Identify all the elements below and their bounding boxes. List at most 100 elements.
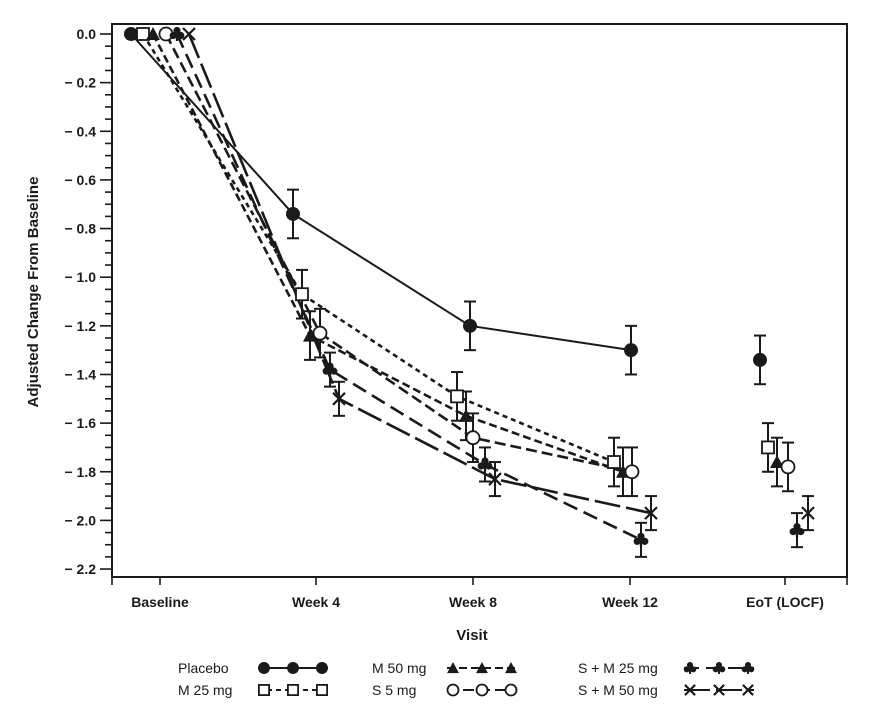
x-stroke [488, 472, 502, 486]
x-stroke [742, 684, 754, 696]
y-tick-label: 0.0 [77, 26, 97, 42]
open-square-marker [761, 440, 775, 455]
x-stroke [801, 506, 815, 520]
data-point-m-50-mg [146, 27, 160, 40]
club-lobe [793, 523, 801, 531]
y-tick-label: − 0.8 [64, 221, 96, 237]
series-line-m-50-mg [151, 33, 624, 473]
open-circle-marker [312, 325, 328, 341]
legend-marker [504, 683, 518, 697]
filled-circle-marker [124, 27, 138, 41]
club-stem [328, 369, 332, 377]
open-circle-marker [465, 430, 481, 446]
plot-frame [111, 23, 848, 578]
club-lobe [633, 537, 641, 545]
y-tick-label: − 1.8 [64, 464, 96, 480]
y-tick-label: − 1.2 [64, 318, 96, 334]
legend-item-s-m-25-mg: S + M 25 mg [578, 660, 755, 676]
x-tick-label: EoT (LOCF) [746, 594, 824, 610]
series-line-s-m-50-mg [187, 33, 652, 515]
filled-triangle-marker [146, 27, 160, 40]
club-stem [746, 668, 750, 674]
x-tick-label: Baseline [131, 594, 189, 610]
club-lobe [330, 367, 338, 375]
legend-marker [476, 662, 488, 674]
y-axis-title: Adjusted Change From Baseline [25, 177, 42, 408]
club-lobe [322, 367, 330, 375]
y-tick-label: − 0.2 [64, 75, 96, 91]
club-lobe [744, 661, 752, 669]
club-stem [795, 530, 799, 538]
club-lobe [789, 528, 797, 536]
filled-triangle-marker [447, 662, 459, 674]
club-lobe [641, 537, 649, 545]
club-lobe [797, 528, 805, 536]
club-lobe [690, 666, 697, 673]
data-point-placebo [753, 352, 767, 367]
open-circle-marker [446, 683, 460, 697]
x-stroke [684, 684, 696, 696]
legend-label: M 50 mg [372, 660, 426, 676]
filled-circle-marker [753, 352, 767, 367]
data-point-s-m-25-mg [322, 362, 338, 377]
plot-border [111, 23, 848, 578]
series-line-placebo [130, 33, 632, 352]
y-tick-label: − 1.0 [64, 269, 96, 285]
filled-triangle-marker [476, 662, 488, 674]
series-line-s-5-mg [164, 33, 633, 474]
data-point-m-50-mg [303, 328, 317, 342]
legend-label: S + M 50 mg [578, 682, 658, 698]
legend-marker [684, 684, 696, 696]
series-line-m-25-mg [141, 33, 615, 464]
x-stroke [644, 506, 658, 520]
y-tick-label: − 2.2 [64, 561, 96, 577]
legend-item-s-m-50-mg: S + M 50 mg [578, 682, 754, 698]
series-lines [130, 33, 652, 542]
series-markers [124, 26, 815, 547]
series-line-s-m-25-mg [175, 33, 642, 542]
x-tick-label: Week 4 [292, 594, 340, 610]
filled-triangle-marker [303, 328, 317, 342]
club-lobe [485, 462, 493, 470]
x-stroke [332, 392, 346, 406]
club-lobe [637, 532, 645, 540]
data-point-placebo [463, 318, 477, 333]
x-stroke [182, 27, 196, 41]
club-stem [688, 668, 692, 674]
data-point-m-25-mg [761, 440, 775, 455]
y-axis: 0.0 − 0.2 − 0.4 − 0.6 − 0.8 − 1.0 − 1.2 − 1.4 − … [64, 26, 112, 577]
data-point-s-m-25-mg [169, 26, 185, 41]
legend-item-m-25-mg: M 25 mg [178, 682, 328, 698]
legend-label: Placebo [178, 660, 229, 676]
x-axis-title: Visit [456, 627, 487, 644]
legend-marker [258, 662, 270, 674]
open-square-marker [450, 389, 464, 404]
filled-triangle-marker [459, 408, 473, 422]
data-point-s-m-50-mg [801, 506, 815, 520]
club-lobe [326, 362, 334, 370]
y-tick-label: − 1.4 [64, 366, 96, 382]
club-stem [717, 668, 721, 674]
data-point-placebo [286, 206, 300, 221]
legend-label: S 5 mg [372, 682, 416, 698]
filled-triangle-marker [505, 662, 517, 674]
data-point-m-25-mg [450, 389, 464, 404]
legend-marker [447, 662, 459, 674]
data-point-s-5-mg [780, 459, 796, 475]
legend-marker [446, 683, 460, 697]
y-tick-label: − 2.0 [64, 512, 96, 528]
y-tick-label: − 1.6 [64, 415, 96, 431]
club-lobe [481, 457, 489, 465]
data-point-s-m-25-mg [633, 532, 649, 547]
club-lobe [177, 31, 185, 40]
legend-item-placebo: Placebo [178, 660, 328, 676]
club-stem [639, 539, 643, 547]
club-lobe [686, 661, 694, 669]
filled-triangle-marker [770, 455, 784, 469]
legend-marker [713, 684, 725, 696]
series-error-bars [287, 188, 814, 558]
legend-marker [742, 684, 754, 696]
filled-circle-marker [258, 662, 270, 674]
legend-marker [287, 662, 299, 674]
filled-circle-marker [287, 662, 299, 674]
